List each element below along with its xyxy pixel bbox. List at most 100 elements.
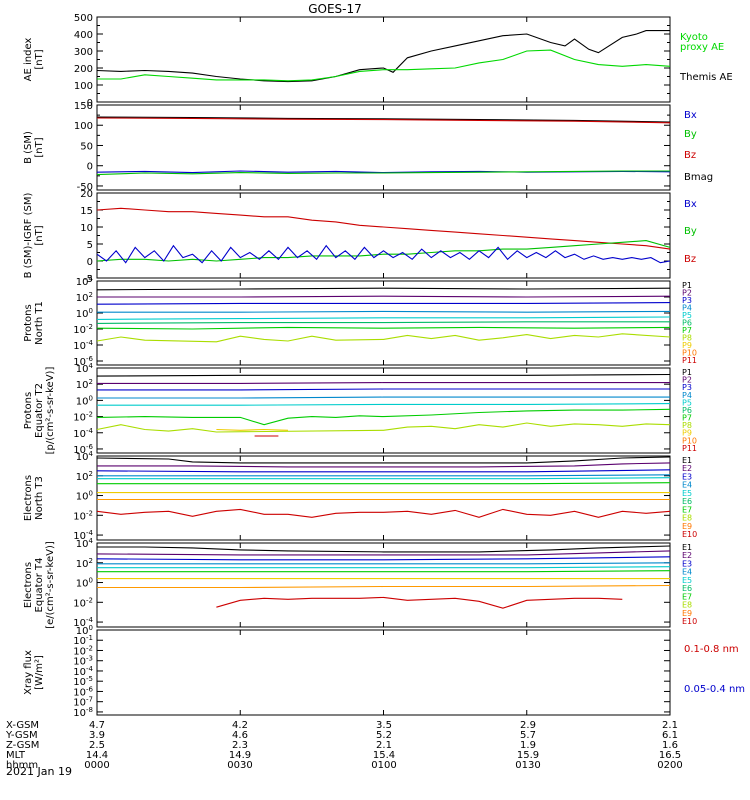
orbit-row-label: Y-GSM bbox=[5, 730, 38, 741]
y-axis-label: [e/(cm²-s-sr-keV)] bbox=[45, 541, 56, 629]
series-line-p4 bbox=[97, 310, 671, 313]
legend-entry: Bz bbox=[684, 254, 696, 265]
y-tick-label: 100 bbox=[76, 624, 93, 637]
legend-entry: E3 bbox=[682, 559, 692, 568]
y-tick-label: 100 bbox=[74, 121, 93, 132]
legend-entry: E9 bbox=[682, 609, 692, 618]
orbit-value: 0100 bbox=[371, 760, 396, 771]
y-tick-label: 102 bbox=[76, 557, 93, 570]
legend-entry: P11 bbox=[682, 444, 697, 453]
y-tick-label: 100 bbox=[76, 307, 93, 320]
series-line-bmag bbox=[96, 116, 671, 123]
y-tick-label: 400 bbox=[74, 30, 93, 41]
legend-entry: P2 bbox=[682, 289, 692, 298]
series-line-p3 bbox=[96, 302, 671, 305]
y-tick-label: 10-4 bbox=[73, 616, 93, 629]
legend-entry: E7 bbox=[682, 592, 692, 601]
orbit-value: 0000 bbox=[84, 760, 109, 771]
orbit-value: 16.5 bbox=[659, 750, 681, 761]
series-line-p2 bbox=[97, 382, 670, 384]
legend-entry: By bbox=[684, 129, 697, 140]
y-tick-label: 100 bbox=[76, 490, 93, 503]
series-line-e9 bbox=[216, 596, 623, 609]
y-tick-label: 15 bbox=[80, 206, 93, 217]
orbit-value: 15.4 bbox=[373, 750, 395, 761]
series-line-p1 bbox=[96, 287, 671, 291]
orbit-value: 5.2 bbox=[376, 730, 392, 741]
legend-entry: P6 bbox=[682, 319, 692, 328]
legend-entry: Bmag bbox=[684, 172, 713, 183]
orbit-value: 3.9 bbox=[89, 730, 105, 741]
orbit-value: 2.5 bbox=[89, 740, 105, 751]
y-tick-label: 10-4 bbox=[73, 427, 93, 440]
series-line-e8 bbox=[97, 584, 671, 589]
panel-frame bbox=[96, 16, 671, 103]
y-tick-label: 500 bbox=[74, 13, 93, 24]
orbit-value: 4.7 bbox=[89, 720, 105, 731]
y-tick-label: 102 bbox=[76, 291, 93, 304]
series-line-e2 bbox=[96, 550, 671, 556]
y-tick-label: 10-5 bbox=[73, 675, 93, 688]
orbit-value: 2.9 bbox=[520, 720, 536, 731]
legend-entry: P9 bbox=[682, 341, 692, 350]
series-line-p5 bbox=[97, 403, 671, 406]
legend-entry: E7 bbox=[682, 505, 692, 514]
y-axis-label: Xray flux bbox=[23, 650, 34, 695]
legend-entry: E9 bbox=[682, 522, 692, 531]
series-line-e3 bbox=[96, 556, 671, 561]
legend-entry: E6 bbox=[682, 584, 692, 593]
y-tick-label: 104 bbox=[76, 275, 94, 288]
y-tick-label: 10-6 bbox=[73, 443, 93, 456]
y-tick-label: 10-2 bbox=[73, 644, 93, 657]
legend-entry: E8 bbox=[682, 514, 692, 523]
orbit-value: 2.3 bbox=[232, 740, 248, 751]
series-line-bx bbox=[96, 244, 671, 264]
y-tick-label: 10-2 bbox=[73, 509, 93, 522]
legend-entry: E8 bbox=[682, 601, 692, 610]
legend-entry: P11 bbox=[682, 356, 697, 365]
orbit-value: 2.1 bbox=[662, 720, 678, 731]
y-tick-label: 10-4 bbox=[73, 529, 93, 542]
legend-entry: P5 bbox=[682, 398, 692, 407]
panel-bsm: -50 0 50 100 150 B (SM) [nT] Bx By Bz Bmag bbox=[23, 101, 713, 193]
y-tick-label: 0 bbox=[87, 162, 93, 173]
y-tick-label: 104 bbox=[76, 537, 94, 550]
series-line-e2 bbox=[97, 462, 671, 468]
y-axis-label: Protons bbox=[23, 304, 34, 341]
series-line-p8 bbox=[96, 333, 671, 343]
legend-entry: P8 bbox=[682, 334, 692, 343]
legend-entry: P10 bbox=[682, 349, 697, 358]
series-line-by bbox=[96, 170, 670, 176]
y-axis-label: Electrons bbox=[23, 475, 34, 521]
y-tick-label: 104 bbox=[76, 362, 94, 375]
series-line-p2 bbox=[97, 295, 671, 298]
panel-frame bbox=[96, 192, 671, 279]
orbit-value: 2.1 bbox=[376, 740, 392, 751]
panel-eT4: 104 102 100 10-2 10-4 Electrons Equator T4 [e/(… bbox=[23, 537, 697, 629]
legend-entry: 0.1-0.8 nm bbox=[684, 644, 739, 655]
legend-entry: E5 bbox=[682, 489, 692, 498]
series-line-p8 bbox=[216, 428, 289, 431]
legend-entry: P7 bbox=[682, 414, 692, 423]
legend-entry: P2 bbox=[682, 376, 692, 385]
legend-entry: P1 bbox=[682, 281, 692, 290]
y-tick-label: 20 bbox=[80, 189, 93, 200]
orbit-row-label: Z-GSM bbox=[6, 740, 39, 751]
orbit-row-label: X-GSM bbox=[6, 720, 39, 731]
y-tick-label: 200 bbox=[74, 64, 93, 75]
legend-entry: Bx bbox=[684, 199, 697, 210]
legend-entry: Themis AE bbox=[679, 72, 733, 83]
orbit-value: 14.4 bbox=[86, 750, 108, 761]
orbit-value: 5.7 bbox=[520, 730, 536, 741]
y-tick-label: 10-6 bbox=[73, 355, 93, 368]
y-axis-label: [p/(cm²-s-sr-keV)] bbox=[45, 367, 56, 455]
y-axis-label: [nT] bbox=[34, 225, 45, 245]
series-line-bz bbox=[96, 207, 671, 250]
legend-entry: E3 bbox=[682, 472, 692, 481]
series-line-p5 bbox=[96, 316, 671, 320]
panel-pT1: 104 102 100 10-2 10-4 10-6 Protons North T1 P1P2… bbox=[23, 275, 697, 368]
series-line-e1 bbox=[97, 545, 671, 553]
